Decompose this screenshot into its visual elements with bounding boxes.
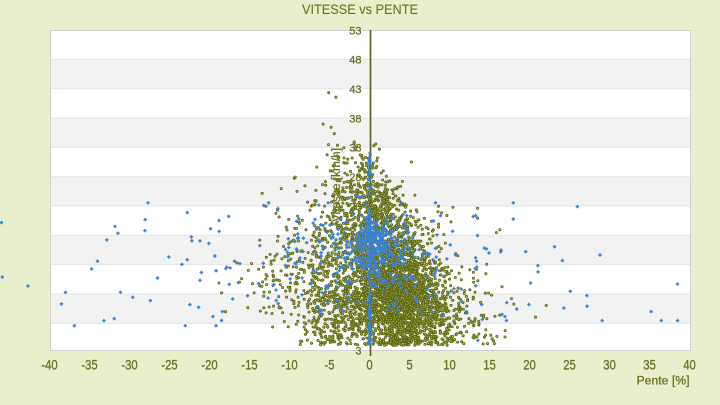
svg-text:-15: -15 <box>241 357 257 373</box>
svg-text:5: 5 <box>406 357 412 373</box>
svg-text:38: 38 <box>349 113 361 125</box>
svg-text:0: 0 <box>366 357 372 373</box>
svg-text:-10: -10 <box>281 357 297 373</box>
svg-text:-35: -35 <box>81 357 97 373</box>
svg-text:-5: -5 <box>325 357 335 373</box>
svg-text:-30: -30 <box>121 357 137 373</box>
svg-text:40: 40 <box>683 357 696 373</box>
svg-text:48: 48 <box>349 55 361 67</box>
svg-text:3: 3 <box>355 345 361 357</box>
svg-text:-40: -40 <box>41 357 57 373</box>
svg-text:-25: -25 <box>161 357 177 373</box>
svg-text:25: 25 <box>563 357 576 373</box>
svg-text:20: 20 <box>523 357 536 373</box>
svg-text:15: 15 <box>483 357 496 373</box>
svg-text:35: 35 <box>643 357 656 373</box>
svg-text:VITESSE vs PENTE: VITESSE vs PENTE <box>302 1 418 17</box>
svg-text:10: 10 <box>443 357 456 373</box>
svg-text:Pente [%]: Pente [%] <box>637 375 690 387</box>
svg-text:53: 53 <box>349 25 361 37</box>
svg-text:8: 8 <box>355 289 361 301</box>
svg-text:43: 43 <box>349 84 361 96</box>
svg-text:-20: -20 <box>201 357 217 373</box>
svg-text:30: 30 <box>603 357 616 373</box>
